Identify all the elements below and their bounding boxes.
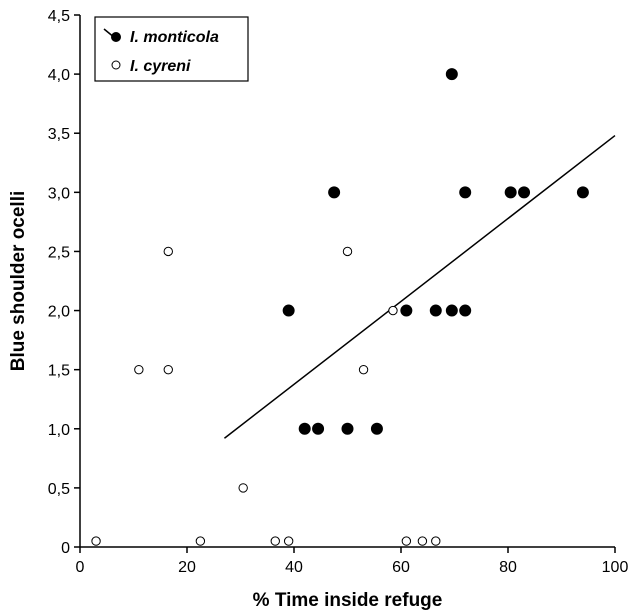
x-tick-label: 100 — [602, 559, 629, 576]
point-cyreni — [163, 246, 173, 257]
point-monticola — [445, 304, 458, 317]
regression-line — [223, 134, 616, 439]
point-cyreni — [417, 536, 428, 546]
point-cyreni — [342, 246, 353, 257]
regression-line-group — [223, 134, 616, 439]
point-monticola — [445, 68, 458, 81]
point-monticola — [429, 304, 442, 317]
point-monticola — [518, 186, 531, 199]
point-monticola — [312, 422, 325, 435]
point-monticola — [328, 186, 341, 199]
x-tick-label: 60 — [392, 559, 410, 576]
y-axis-title: Blue shoulder ocelli — [8, 191, 29, 372]
point-monticola — [370, 422, 383, 435]
legend-box — [94, 16, 249, 82]
axes — [79, 15, 615, 548]
legend: I. monticola I. cyreni — [94, 16, 249, 82]
point-cyreni — [431, 536, 441, 546]
point-cyreni — [388, 305, 398, 316]
y-axis-ticks: 0 0,5 1,0 1,5 2,0 2,5 3,0 3,5 4,0 4,5 — [48, 8, 80, 557]
y-tick-label: 3,0 — [48, 185, 70, 202]
y-tick-label: 2,0 — [48, 304, 70, 321]
point-cyreni — [358, 364, 369, 375]
point-cyreni — [134, 364, 144, 375]
x-tick-label: 20 — [178, 559, 196, 576]
point-cyreni — [283, 536, 294, 546]
point-cyreni — [238, 483, 248, 493]
point-monticola — [341, 422, 354, 435]
point-monticola — [504, 186, 517, 199]
point-monticola — [400, 304, 413, 317]
point-monticola — [576, 186, 589, 199]
point-cyreni — [401, 536, 412, 546]
point-cyreni — [91, 536, 101, 546]
point-cyreni — [163, 364, 173, 375]
y-tick-label: 0,5 — [48, 481, 70, 498]
y-tick-label: 1,5 — [48, 363, 70, 380]
y-tick-label: 2,5 — [48, 244, 70, 261]
legend-marker-cyreni — [111, 60, 121, 70]
legend-marker-monticola — [111, 32, 121, 42]
y-tick-label: 1,0 — [48, 422, 70, 439]
y-tick-label: 3,5 — [48, 126, 70, 143]
point-monticola — [459, 304, 472, 317]
x-tick-label: 80 — [499, 559, 517, 576]
x-axis-ticks: 0 20 40 60 80 100 — [76, 547, 629, 576]
point-monticola — [459, 186, 472, 199]
y-tick-label: 4,5 — [48, 8, 70, 25]
legend-label-monticola: I. monticola — [130, 29, 219, 46]
point-cyreni — [195, 536, 206, 546]
x-tick-label: 0 — [76, 559, 85, 576]
point-monticola — [282, 304, 295, 317]
data-points — [91, 68, 589, 546]
point-cyreni — [270, 536, 280, 546]
point-monticola — [298, 422, 311, 435]
x-tick-label: 40 — [285, 559, 303, 576]
y-tick-label: 4,0 — [48, 67, 70, 84]
y-tick-label: 0 — [61, 540, 70, 557]
x-axis-title: % Time inside refuge — [253, 590, 443, 611]
legend-label-cyreni: I. cyreni — [130, 58, 191, 75]
